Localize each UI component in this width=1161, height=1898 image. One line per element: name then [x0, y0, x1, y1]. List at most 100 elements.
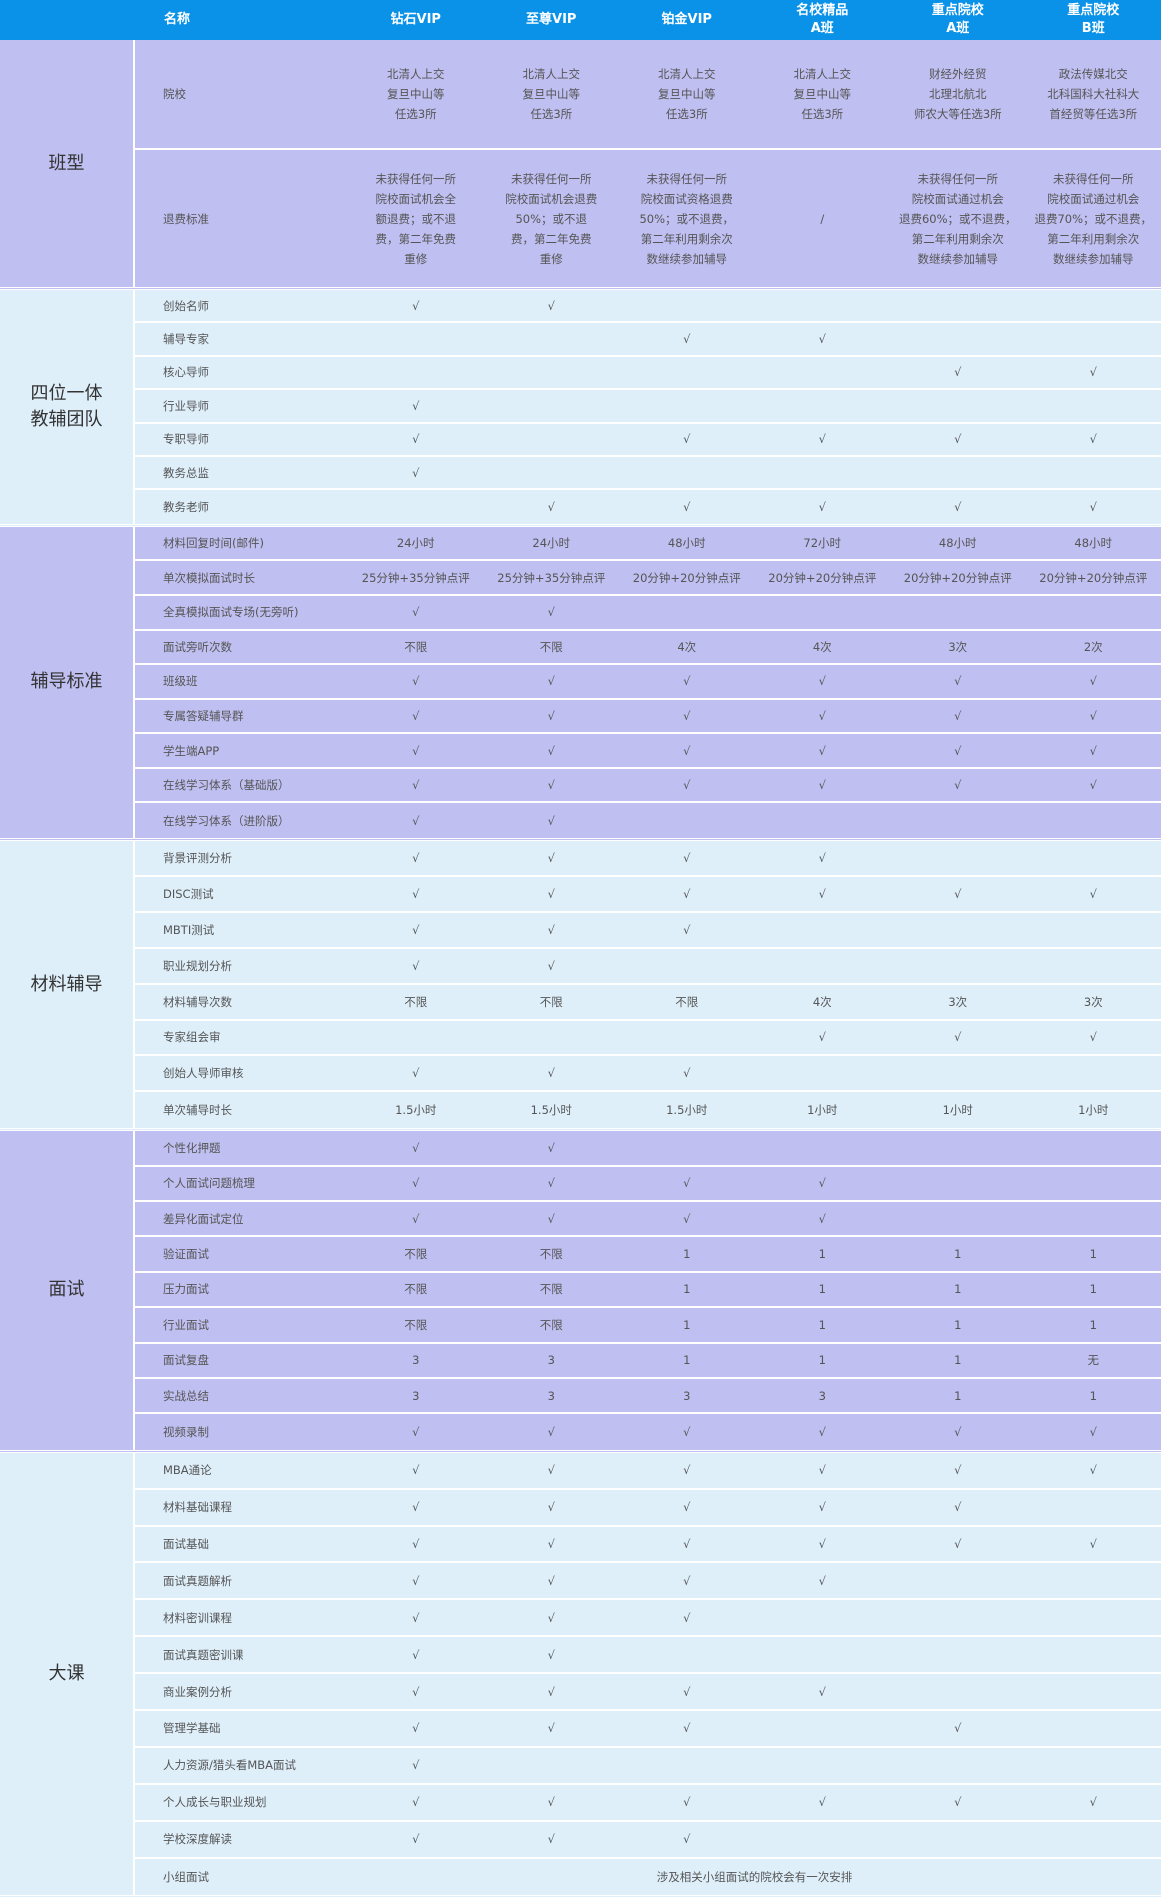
table-cell: √: [755, 1785, 891, 1820]
table-cell: √: [348, 769, 484, 802]
table-cell: [619, 803, 755, 838]
section: 面试个性化押题√√个人面试问题梳理√√√√差异化面试定位√√√√验证面试不限不限…: [0, 1131, 1161, 1453]
table-cell: [755, 1748, 891, 1783]
table-cell: √: [755, 700, 891, 733]
table-cell: 1: [890, 1237, 1026, 1270]
table-cell: 3: [348, 1344, 484, 1377]
table-cell: [484, 1748, 620, 1783]
table-cell: [619, 596, 755, 629]
table-cell: [619, 1021, 755, 1055]
table-cell: √: [619, 700, 755, 733]
row-item-label: 管理学基础: [135, 1711, 348, 1746]
table-row: 学校深度解读√√√: [135, 1822, 1161, 1859]
table-cell: √: [890, 1785, 1026, 1820]
table-cell: √: [619, 665, 755, 698]
table-cell: √: [619, 1563, 755, 1598]
table-cell: √: [619, 841, 755, 875]
table-cell: 财经外经贸 北理北航北 师农大等任选3所: [890, 40, 1026, 148]
table-row: 退费标准未获得任何一所 院校面试机会全 额退费；或不退 费，第二年免费 重修未获…: [135, 150, 1161, 287]
table-cell: 政法传媒北交 北科国科大社科大 首经贸等任选3所: [1026, 40, 1161, 148]
table-cell: [619, 1748, 755, 1783]
table-cell: 4次: [619, 631, 755, 664]
table-cell: 72小时: [755, 527, 891, 560]
table-cell: [1026, 290, 1161, 321]
table-cell: √: [348, 665, 484, 698]
table-cell: 25分钟+35分钟点评: [484, 561, 620, 594]
table-cell: √: [348, 1167, 484, 1200]
table-cell: [890, 841, 1026, 875]
table-cell: 北清人上交 复旦中山等 任选3所: [348, 40, 484, 148]
table-cell: √: [348, 1131, 484, 1164]
table-cell: √: [348, 424, 484, 455]
row-item-label: 背景评测分析: [135, 841, 348, 875]
table-cell: [890, 949, 1026, 983]
table-cell: 1: [755, 1344, 891, 1377]
table-cell: [484, 357, 620, 388]
table-row: 在线学习体系（基础版）√√√√√√: [135, 769, 1161, 804]
table-cell: √: [484, 490, 620, 523]
table-cell: √: [890, 424, 1026, 455]
table-row: 材料密训课程√√√: [135, 1600, 1161, 1637]
table-row: 管理学基础√√√√: [135, 1711, 1161, 1748]
table-cell: [1026, 1822, 1161, 1857]
table-row: 行业导师√: [135, 390, 1161, 423]
table-cell: [1026, 596, 1161, 629]
header-column: 名校精品 A班: [755, 0, 891, 40]
table-cell: 3: [619, 1379, 755, 1412]
table-cell: [1026, 1600, 1161, 1635]
row-item-label: MBTI测试: [135, 913, 348, 947]
table-row: 面试基础√√√√√√: [135, 1527, 1161, 1564]
table-cell: √: [619, 1600, 755, 1635]
table-cell: [484, 457, 620, 488]
table-cell: √: [348, 913, 484, 947]
table-cell: √: [484, 949, 620, 983]
table-cell: [755, 1711, 891, 1746]
table-cell: √: [484, 1490, 620, 1525]
table-cell: [890, 390, 1026, 421]
table-cell: 不限: [484, 631, 620, 664]
row-item-label: 单次辅导时长: [135, 1092, 348, 1128]
row-item-label: 面试旁听次数: [135, 631, 348, 664]
table-row: 院校北清人上交 复旦中山等 任选3所北清人上交 复旦中山等 任选3所北清人上交 …: [135, 40, 1161, 150]
row-item-label: 面试真题密训课: [135, 1637, 348, 1672]
table-cell: 不限: [348, 1273, 484, 1306]
table-cell: 不限: [348, 1308, 484, 1341]
row-item-label: 视频录制: [135, 1414, 348, 1449]
table-cell: 无: [1026, 1344, 1161, 1377]
table-cell: √: [348, 1748, 484, 1783]
table-row: 专职导师√√√√√: [135, 424, 1161, 457]
section-label: 大课: [0, 1453, 135, 1896]
table-cell: √: [619, 1822, 755, 1857]
table-row: 面试真题密训课√√: [135, 1637, 1161, 1674]
table-cell: √: [1026, 1785, 1161, 1820]
table-cell: 3次: [1026, 985, 1161, 1019]
table-cell: √: [619, 734, 755, 767]
table-cell: [890, 1600, 1026, 1635]
table-cell: 1: [755, 1273, 891, 1306]
table-cell: 不限: [484, 1237, 620, 1270]
table-cell: [348, 490, 484, 523]
table-cell: [1026, 390, 1161, 421]
section: 四位一体 教辅团队创始名师√√辅导专家√√核心导师√√行业导师√专职导师√√√√…: [0, 290, 1161, 527]
table-cell: √: [348, 457, 484, 488]
table-cell: √: [1026, 769, 1161, 802]
table-cell: [619, 390, 755, 421]
table-cell: [755, 949, 891, 983]
table-cell: [890, 1748, 1026, 1783]
table-cell: √: [890, 1711, 1026, 1746]
table-cell: 不限: [348, 1237, 484, 1270]
section-label: 面试: [0, 1131, 135, 1450]
table-row: 教务老师√√√√√: [135, 490, 1161, 523]
section-label: 四位一体 教辅团队: [0, 290, 135, 524]
table-cell: √: [484, 1600, 620, 1635]
table-cell: 2次: [1026, 631, 1161, 664]
row-item-label: 在线学习体系（进阶版）: [135, 803, 348, 838]
header-column: 铂金VIP: [619, 0, 755, 40]
table-row: 在线学习体系（进阶版）√√: [135, 803, 1161, 838]
table-cell: [484, 424, 620, 455]
row-item-label: 行业导师: [135, 390, 348, 421]
table-cell: √: [1026, 734, 1161, 767]
